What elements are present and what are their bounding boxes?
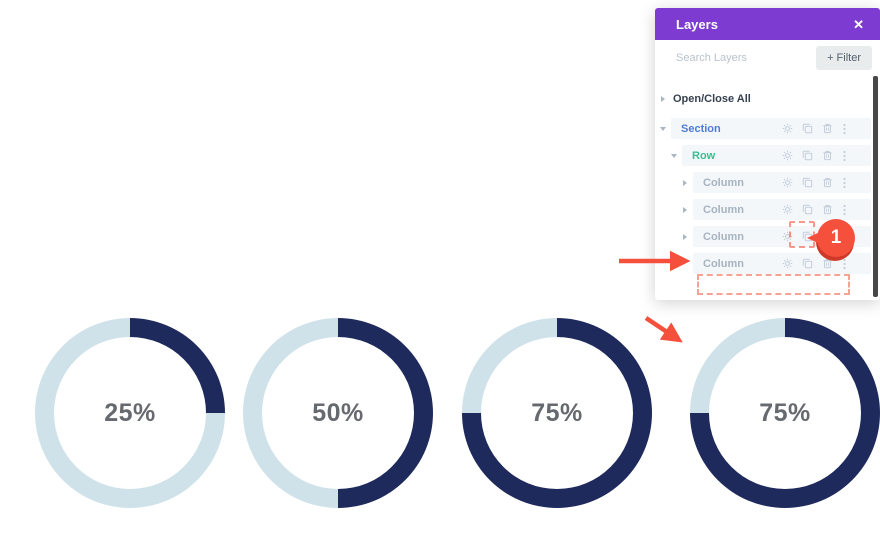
trash-icon[interactable] <box>822 258 833 269</box>
chevron-down-icon[interactable] <box>657 126 669 131</box>
ellipsis-icon[interactable] <box>842 123 847 135</box>
donut-value-label: 75% <box>759 398 811 427</box>
ellipsis-icon[interactable] <box>842 204 847 216</box>
donut-value-label: 75% <box>531 398 583 427</box>
duplicate-icon[interactable] <box>802 150 813 161</box>
chevron-right-icon[interactable] <box>679 179 691 186</box>
donut-chart-1: 25% <box>35 318 225 508</box>
layer-label: Section <box>681 122 721 135</box>
gear-icon[interactable] <box>782 123 793 134</box>
layer-action-icons <box>782 204 847 216</box>
layer-action-icons <box>782 258 847 270</box>
filter-button[interactable]: + Filter <box>816 46 872 70</box>
donut-value-label: 25% <box>104 398 156 427</box>
step-badge: 1 <box>807 219 855 257</box>
layers-panel-header: Layers ✕ <box>655 8 880 40</box>
chevron-right-icon <box>657 95 669 102</box>
gear-icon[interactable] <box>782 231 793 242</box>
ellipsis-icon[interactable] <box>842 150 847 162</box>
donut-chart-2: 50% <box>243 318 433 508</box>
layer-row-section[interactable]: Section <box>657 118 871 139</box>
layer-label: Column <box>703 230 744 243</box>
layer-row-column-2[interactable]: Column <box>679 199 871 220</box>
ellipsis-icon[interactable] <box>842 177 847 189</box>
layer-label: Column <box>703 203 744 216</box>
layer-label: Column <box>703 257 744 270</box>
layer-card[interactable]: Row <box>682 145 871 166</box>
ellipsis-icon[interactable] <box>842 258 847 270</box>
layer-row-column-4[interactable]: Column <box>679 253 871 274</box>
duplicate-icon[interactable] <box>802 123 813 134</box>
search-row: + Filter <box>655 40 880 76</box>
layer-row-row[interactable]: Row <box>668 145 871 166</box>
panel-scrollbar[interactable] <box>873 76 878 297</box>
chevron-right-icon[interactable] <box>679 233 691 240</box>
layer-action-icons <box>782 150 847 162</box>
trash-icon[interactable] <box>822 177 833 188</box>
open-close-all-row[interactable]: Open/Close All <box>657 88 871 109</box>
close-icon[interactable]: ✕ <box>853 16 864 32</box>
trash-icon[interactable] <box>822 204 833 215</box>
donut-chart-4: 75% <box>690 318 880 508</box>
gear-icon[interactable] <box>782 204 793 215</box>
search-layers-input[interactable] <box>676 52 786 64</box>
duplicate-icon[interactable] <box>802 177 813 188</box>
layer-card[interactable]: Section <box>671 118 871 139</box>
donut-value-label: 50% <box>312 398 364 427</box>
chevron-right-icon[interactable] <box>679 206 691 213</box>
trash-icon[interactable] <box>822 123 833 134</box>
step-badge-number: 1 <box>830 227 842 248</box>
layer-card[interactable]: Column <box>693 172 871 193</box>
duplicate-icon[interactable] <box>802 204 813 215</box>
donut-chart-3: 75% <box>462 318 652 508</box>
duplicate-icon[interactable] <box>802 258 813 269</box>
gear-icon[interactable] <box>782 150 793 161</box>
layer-card[interactable]: Column <box>693 199 871 220</box>
layer-label: Column <box>703 176 744 189</box>
gear-icon[interactable] <box>782 258 793 269</box>
trash-icon[interactable] <box>822 150 833 161</box>
open-close-all-label: Open/Close All <box>673 92 751 105</box>
layers-panel: Layers ✕ + Filter Open/Close All Section R… <box>655 8 880 300</box>
layer-action-icons <box>782 123 847 135</box>
layer-card[interactable]: Column <box>693 253 871 274</box>
gear-icon[interactable] <box>782 177 793 188</box>
layer-label: Row <box>692 149 716 162</box>
layers-tree: Open/Close All Section Row Column Column Colu… <box>655 76 871 280</box>
layer-row-column-1[interactable]: Column <box>679 172 871 193</box>
chevron-down-icon[interactable] <box>668 153 680 158</box>
layer-action-icons <box>782 177 847 189</box>
panel-title: Layers <box>676 16 718 32</box>
